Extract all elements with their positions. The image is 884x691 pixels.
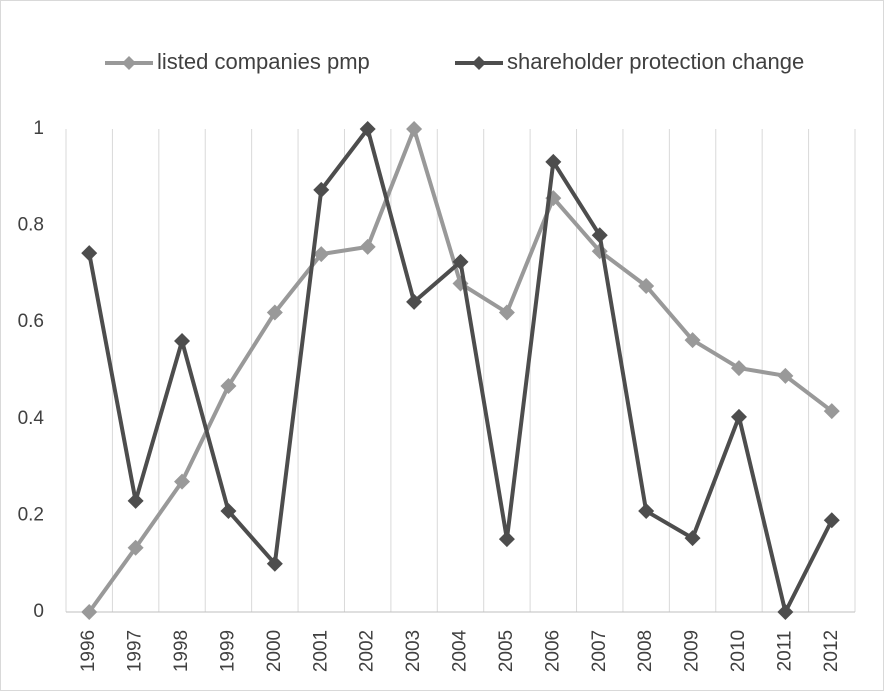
- point-marker: [823, 403, 840, 420]
- point-marker: [81, 245, 98, 262]
- point-marker: [127, 492, 144, 509]
- y-tick-label: 0.8: [18, 215, 44, 236]
- point-marker: [266, 304, 283, 321]
- x-tick-label: 2002: [357, 630, 378, 672]
- point-marker: [81, 604, 98, 620]
- y-tick-label: 0.4: [18, 408, 45, 429]
- legend-marker: [472, 56, 486, 70]
- point-marker: [220, 377, 237, 394]
- x-tick-label: 1998: [171, 630, 192, 672]
- x-tick-label: 1997: [125, 630, 146, 672]
- x-tick-label: 2012: [821, 630, 842, 672]
- y-tick-label: 1: [33, 118, 44, 139]
- x-tick-label: 2005: [496, 630, 517, 672]
- point-marker: [452, 253, 469, 270]
- point-marker: [823, 512, 840, 529]
- x-tick-label: 2008: [635, 630, 656, 672]
- y-tick-label: 0: [33, 601, 44, 622]
- x-tick-label: 2010: [728, 630, 749, 672]
- legend-label: shareholder protection change: [507, 49, 804, 74]
- x-tick-label: 2011: [774, 631, 795, 672]
- x-tick-label: 2009: [682, 630, 703, 672]
- point-marker: [684, 332, 701, 349]
- point-marker: [266, 555, 283, 572]
- point-marker: [220, 503, 237, 520]
- point-marker: [545, 153, 562, 170]
- point-marker: [777, 367, 794, 384]
- point-marker: [174, 333, 191, 350]
- point-marker: [498, 531, 515, 548]
- y-tick-label: 0.6: [18, 311, 44, 332]
- point-marker: [730, 408, 747, 425]
- point-marker: [591, 227, 608, 244]
- point-marker: [684, 530, 701, 547]
- point-marker: [313, 246, 330, 263]
- point-marker: [730, 360, 747, 377]
- x-tick-label: 2003: [403, 630, 424, 672]
- x-tick-label: 2001: [310, 630, 331, 672]
- x-tick-label: 2000: [264, 630, 285, 672]
- point-marker: [638, 503, 655, 520]
- point-marker: [406, 293, 423, 310]
- x-tick-label: 1996: [78, 630, 99, 672]
- point-marker: [359, 121, 376, 137]
- x-tick-label: 2006: [542, 630, 563, 672]
- point-marker: [498, 304, 515, 321]
- point-marker: [313, 181, 330, 198]
- point-marker: [127, 539, 144, 556]
- x-tick-label: 2007: [589, 630, 610, 672]
- x-tick-label: 2004: [450, 629, 471, 672]
- point-marker: [174, 473, 191, 490]
- x-tick-label: 1999: [217, 630, 238, 672]
- point-marker: [359, 238, 376, 255]
- point-marker: [777, 604, 794, 620]
- legend-label: listed companies pmp: [157, 49, 370, 74]
- point-marker: [406, 121, 423, 137]
- y-tick-label: 0.2: [18, 504, 44, 525]
- legend-marker: [122, 56, 136, 70]
- point-marker: [638, 277, 655, 294]
